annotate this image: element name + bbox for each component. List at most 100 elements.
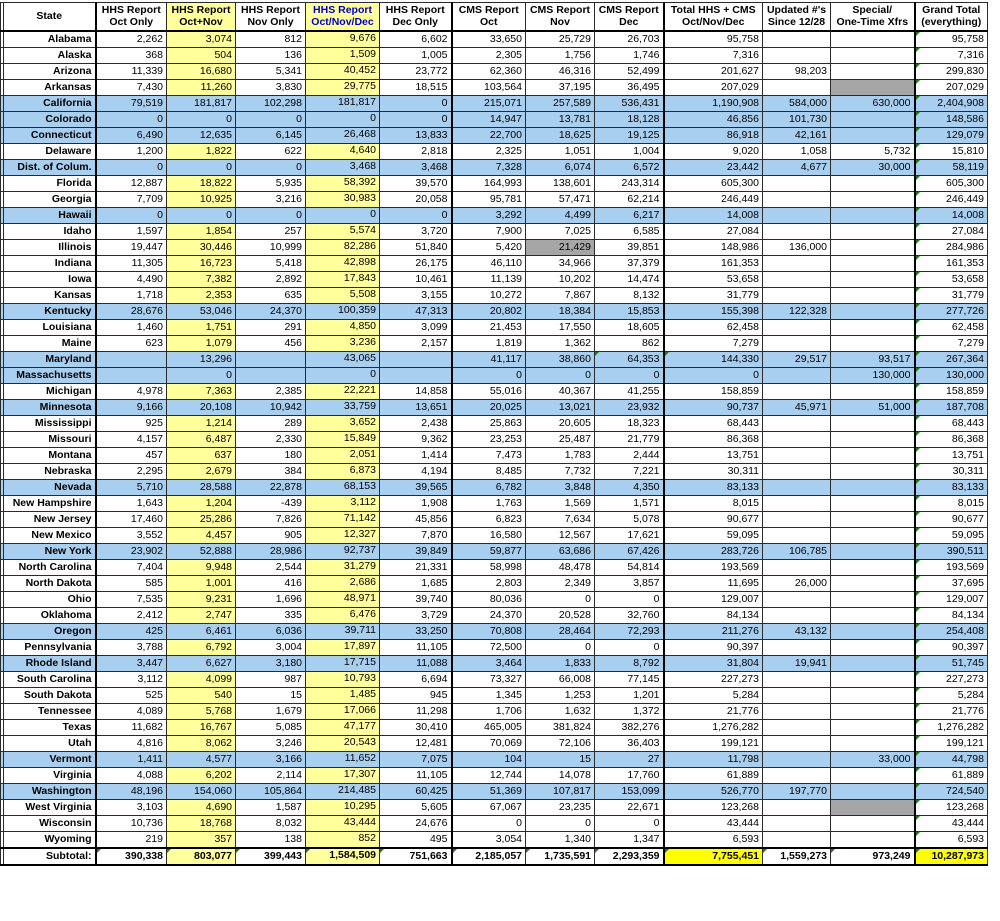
cell-nov_only[interactable]: -439 bbox=[235, 494, 306, 512]
column-header-cms_dec[interactable]: CMS Report Dec bbox=[594, 1, 664, 32]
cell-grand[interactable]: 246,449 bbox=[913, 190, 988, 208]
cell-ond[interactable]: 17,307 bbox=[305, 766, 380, 784]
cell-oct_only[interactable]: 0 bbox=[94, 110, 167, 128]
cell-cms_dec[interactable]: 17,621 bbox=[594, 526, 664, 544]
cell-ond[interactable]: 100,359 bbox=[305, 302, 380, 320]
cell-oct_nov[interactable]: 28,588 bbox=[166, 478, 236, 496]
cell-ond[interactable]: 31,279 bbox=[305, 558, 380, 576]
cell-special[interactable] bbox=[830, 702, 915, 720]
cell-oct_nov[interactable]: 1,001 bbox=[166, 574, 236, 592]
cell-grand[interactable]: 148,586 bbox=[913, 110, 988, 128]
cell-dec_only[interactable] bbox=[379, 366, 452, 384]
cell-grand[interactable]: 14,008 bbox=[913, 206, 988, 224]
cell-cms_dec[interactable]: 36,495 bbox=[594, 78, 664, 96]
cell-dec_only[interactable]: 30,410 bbox=[379, 718, 452, 736]
cell-grand[interactable]: 6,593 bbox=[913, 830, 988, 849]
cell-nov_only[interactable]: 180 bbox=[235, 446, 306, 464]
cell-dec_only[interactable]: 20,058 bbox=[379, 190, 452, 208]
cell-ond[interactable]: 2,686 bbox=[305, 574, 380, 592]
cell-dec_only[interactable]: 60,425 bbox=[379, 782, 452, 800]
cell-oct_only[interactable]: 7,535 bbox=[94, 590, 167, 608]
cell-oct_only[interactable]: 219 bbox=[94, 830, 167, 849]
column-header-oct_nov[interactable]: HHS Report Oct+Nov bbox=[166, 1, 236, 32]
cell-cms_nov[interactable]: 0 bbox=[525, 366, 595, 384]
cell-total[interactable]: 155,398 bbox=[662, 302, 763, 320]
cell-updated[interactable] bbox=[762, 366, 831, 384]
cell-total[interactable]: 83,133 bbox=[662, 478, 763, 496]
cell-oct_nov[interactable]: 1,854 bbox=[166, 222, 236, 240]
cell-oct_nov[interactable]: 1,751 bbox=[166, 318, 236, 336]
cell-dec_only[interactable]: 6,602 bbox=[379, 30, 452, 48]
cell-nov_only[interactable]: 812 bbox=[235, 30, 306, 48]
cell-nov_only[interactable]: 5,341 bbox=[235, 62, 306, 80]
cell-cms_dec[interactable]: 27 bbox=[594, 750, 664, 768]
cell-cms_oct[interactable]: 70,808 bbox=[450, 622, 526, 640]
column-header-total[interactable]: Total HHS + CMS Oct/Nov/Dec bbox=[662, 1, 763, 32]
cell-special[interactable] bbox=[830, 494, 915, 512]
cell-state[interactable]: New Hampshire bbox=[3, 494, 96, 512]
cell-ond[interactable]: 1,509 bbox=[305, 46, 380, 64]
cell-nov_only[interactable] bbox=[235, 350, 306, 368]
cell-updated[interactable] bbox=[762, 382, 831, 400]
cell-cms_nov[interactable]: 13,781 bbox=[525, 110, 595, 128]
cell-grand[interactable]: 199,121 bbox=[913, 734, 988, 752]
cell-cms_nov[interactable]: 7,025 bbox=[525, 222, 595, 240]
cell-ond[interactable]: 2,051 bbox=[305, 446, 380, 464]
cell-updated[interactable] bbox=[762, 78, 831, 96]
cell-cms_dec[interactable]: 243,314 bbox=[594, 174, 664, 192]
cell-cms_nov[interactable]: 38,860 bbox=[525, 350, 595, 368]
column-header-ond[interactable]: HHS Report Oct/Nov/Dec bbox=[305, 1, 380, 32]
cell-oct_only[interactable]: 1,460 bbox=[94, 318, 167, 336]
cell-cms_oct[interactable]: 62,360 bbox=[450, 62, 526, 80]
cell-ond[interactable]: 26,468 bbox=[305, 126, 380, 144]
cell-grand[interactable]: 13,751 bbox=[913, 446, 988, 464]
cell-dec_only[interactable]: 2,157 bbox=[379, 334, 452, 352]
cell-state[interactable]: Hawaii bbox=[3, 206, 96, 224]
cell-state[interactable]: Arizona bbox=[3, 62, 96, 80]
cell-oct_only[interactable]: 457 bbox=[94, 446, 167, 464]
cell-cms_oct[interactable]: 22,700 bbox=[450, 126, 526, 144]
cell-cms_nov[interactable]: 23,235 bbox=[525, 798, 595, 816]
cell-total[interactable]: 123,268 bbox=[662, 798, 763, 816]
cell-updated[interactable] bbox=[762, 222, 831, 240]
cell-nov_only[interactable]: 0 bbox=[235, 206, 306, 224]
cell-cms_nov[interactable]: 37,195 bbox=[525, 78, 595, 96]
cell-cms_nov[interactable]: 7,634 bbox=[525, 510, 595, 528]
cell-total[interactable]: 90,397 bbox=[662, 638, 763, 656]
cell-dec_only[interactable]: 4,194 bbox=[379, 462, 452, 480]
cell-nov_only[interactable]: 2,544 bbox=[235, 558, 306, 576]
cell-cms_nov[interactable]: 12,567 bbox=[525, 526, 595, 544]
cell-cms_oct[interactable]: 95,781 bbox=[450, 190, 526, 208]
cell-total[interactable]: 6,593 bbox=[662, 830, 763, 849]
cell-updated[interactable] bbox=[762, 766, 831, 784]
cell-grand[interactable]: 605,300 bbox=[913, 174, 988, 192]
cell-grand[interactable]: 21,776 bbox=[913, 702, 988, 720]
cell-state[interactable]: New York bbox=[3, 542, 96, 560]
cell-total[interactable]: 7,755,451 bbox=[662, 846, 763, 866]
cell-cms_nov[interactable]: 1,632 bbox=[525, 702, 595, 720]
cell-oct_nov[interactable]: 16,723 bbox=[166, 254, 236, 272]
cell-nov_only[interactable]: 10,942 bbox=[235, 398, 306, 416]
cell-updated[interactable] bbox=[762, 638, 831, 656]
cell-ond[interactable]: 11,652 bbox=[305, 750, 380, 768]
cell-grand[interactable]: 227,273 bbox=[913, 670, 988, 688]
cell-nov_only[interactable]: 8,032 bbox=[235, 814, 306, 832]
cell-ond[interactable]: 12,327 bbox=[305, 526, 380, 544]
cell-dec_only[interactable]: 2,818 bbox=[379, 142, 452, 160]
cell-cms_nov[interactable]: 18,625 bbox=[525, 126, 595, 144]
cell-ond[interactable]: 3,112 bbox=[305, 494, 380, 512]
cell-oct_nov[interactable]: 5,768 bbox=[166, 702, 236, 720]
cell-state[interactable]: Missouri bbox=[3, 430, 96, 448]
cell-oct_nov[interactable]: 4,457 bbox=[166, 526, 236, 544]
cell-oct_only[interactable]: 623 bbox=[94, 334, 167, 352]
cell-grand[interactable]: 161,353 bbox=[913, 254, 988, 272]
cell-grand[interactable]: 86,368 bbox=[913, 430, 988, 448]
cell-updated[interactable] bbox=[762, 734, 831, 752]
cell-cms_dec[interactable]: 3,857 bbox=[594, 574, 664, 592]
cell-cms_oct[interactable]: 0 bbox=[450, 366, 526, 384]
cell-oct_nov[interactable]: 4,577 bbox=[166, 750, 236, 768]
cell-grand[interactable]: 7,316 bbox=[913, 46, 988, 64]
cell-oct_nov[interactable]: 8,062 bbox=[166, 734, 236, 752]
cell-total[interactable]: 227,273 bbox=[662, 670, 763, 688]
cell-special[interactable]: 93,517 bbox=[830, 350, 915, 368]
